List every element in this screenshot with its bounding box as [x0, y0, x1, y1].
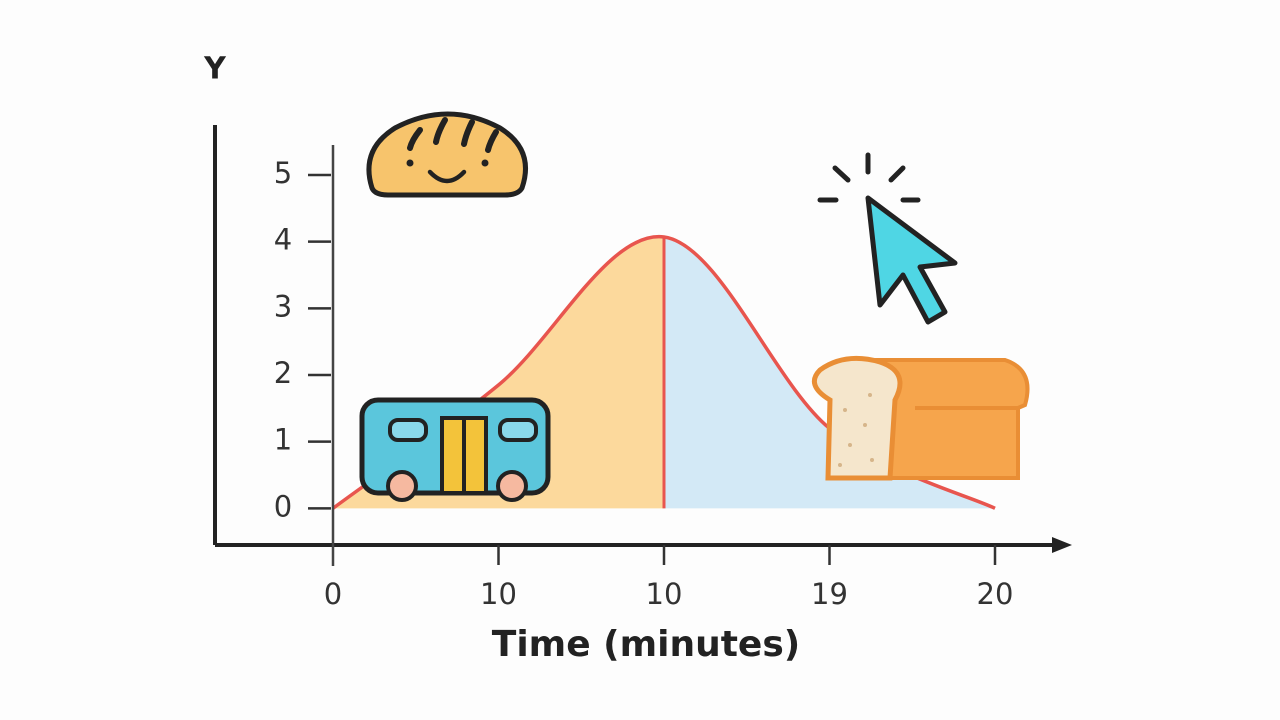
bus-icon: [359, 397, 551, 502]
area-left: [333, 236, 664, 509]
y-tick-label: 5: [274, 156, 292, 190]
x-tick-label: 0: [324, 577, 342, 611]
x-tick-label: 10: [646, 577, 683, 611]
bun-icon: [366, 111, 528, 198]
y-axis-label: Y: [203, 52, 227, 87]
x-tick-label: 10: [480, 577, 517, 611]
x-axis-arrow: [1052, 537, 1072, 553]
decorations: [359, 111, 1030, 502]
y-tick-label: 1: [274, 423, 292, 457]
area-right: [664, 237, 995, 509]
x-tick-label: 19: [811, 577, 848, 611]
y-tick-label: 4: [274, 223, 292, 257]
y-tick-label: 2: [274, 356, 292, 390]
x-tick-label: 20: [977, 577, 1014, 611]
y-tick-label: 0: [274, 489, 292, 523]
x-axis-label: Time (minutes): [492, 624, 800, 665]
bread-icon: [811, 355, 1030, 481]
cursor-icon: [817, 152, 958, 325]
y-tick-label: 3: [274, 289, 292, 323]
